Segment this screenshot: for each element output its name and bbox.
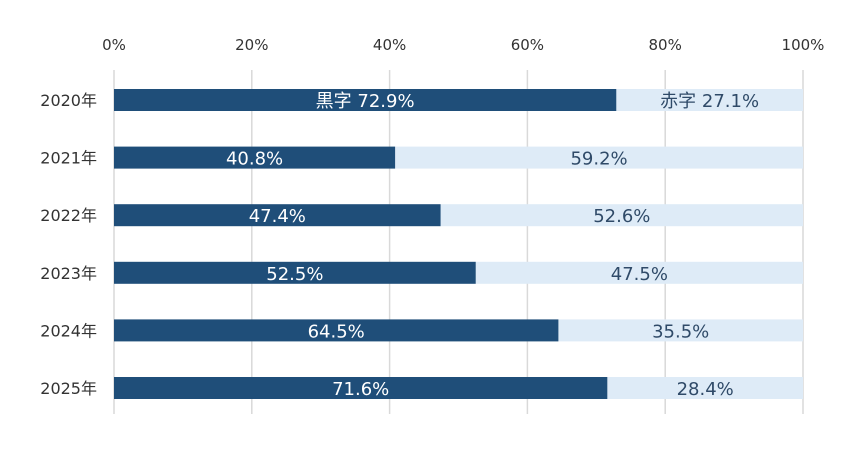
bar-黒字-2	[114, 204, 441, 227]
x-tick-label-2: 40%	[373, 36, 406, 54]
category-label-5: 2025年	[40, 379, 97, 398]
data-label-dark-4: 64.5%	[308, 321, 365, 342]
category-label-2: 2022年	[40, 206, 97, 225]
data-label-dark-5: 71.6%	[332, 379, 389, 400]
bar-赤字-2	[440, 204, 803, 227]
category-label-1: 2021年	[40, 149, 97, 168]
bar-赤字-0	[616, 89, 803, 111]
bar-赤字-3	[475, 261, 803, 284]
data-label-dark-0: 黒字 72.9%	[316, 91, 415, 112]
category-label-4: 2024年	[40, 321, 97, 340]
bar-黒字-5	[114, 377, 608, 399]
data-label-light-2: 52.6%	[593, 206, 650, 227]
bar-赤字-4	[558, 319, 803, 342]
data-label-light-0: 赤字 27.1%	[660, 91, 759, 112]
bar-黒字-4	[114, 319, 559, 342]
bar-黒字-0	[114, 89, 617, 111]
bar-赤字-5	[607, 377, 803, 399]
category-label-0: 2020年	[40, 91, 97, 110]
bar-赤字-1	[395, 146, 803, 169]
data-label-light-4: 35.5%	[652, 321, 709, 342]
x-tick-label-1: 20%	[235, 36, 268, 54]
data-label-light-3: 47.5%	[611, 264, 668, 285]
data-label-dark-1: 40.8%	[226, 149, 283, 170]
data-label-light-5: 28.4%	[677, 379, 734, 400]
data-label-dark-3: 52.5%	[266, 264, 323, 285]
bar-黒字-3	[114, 261, 476, 284]
data-label-dark-2: 47.4%	[249, 206, 306, 227]
x-tick-label-0: 0%	[102, 36, 126, 54]
bar-黒字-1	[114, 146, 396, 169]
x-tick-label-3: 60%	[511, 36, 544, 54]
x-tick-label-5: 100%	[782, 36, 825, 54]
data-label-light-1: 59.2%	[570, 149, 627, 170]
category-label-3: 2023年	[40, 264, 97, 283]
x-tick-label-4: 80%	[649, 36, 682, 54]
